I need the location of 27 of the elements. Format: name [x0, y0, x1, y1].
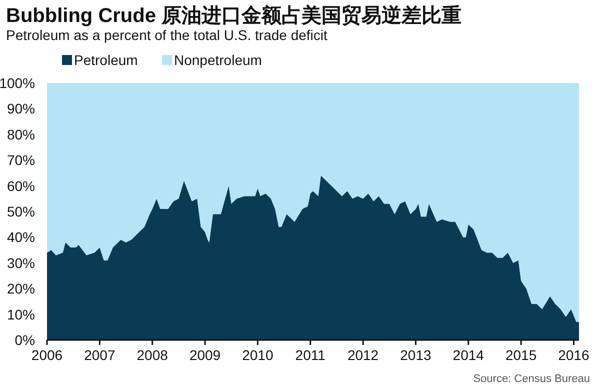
- y-tick-label: 40%: [6, 229, 35, 246]
- y-tick-label: 50%: [6, 204, 35, 220]
- x-tick-label: 2013: [400, 347, 432, 363]
- y-tick-label: 90%: [6, 100, 35, 117]
- source-note: Source: Census Bureau: [473, 373, 590, 385]
- x-tick-label: 2011: [295, 347, 326, 363]
- x-tick-label: 2008: [136, 347, 168, 363]
- x-tick-label: 2010: [242, 347, 274, 363]
- x-tick-label: 2006: [31, 347, 63, 363]
- legend-label: Nonpetroleum: [174, 52, 262, 68]
- y-tick-label: 20%: [6, 280, 35, 297]
- y-tick-label: 70%: [6, 152, 35, 168]
- chart-subtitle: Petroleum as a percent of the total U.S. trade deficit: [6, 27, 328, 43]
- x-tick-label: 2015: [505, 347, 537, 363]
- x-tick-label: 2014: [452, 347, 484, 363]
- chart-title: Bubbling Crude 原油进口金额占美国贸易逆差比重: [6, 4, 462, 27]
- y-tick-label: 0%: [14, 332, 35, 348]
- legend-label: Petroleum: [74, 52, 138, 68]
- x-tick-label: 2016: [558, 347, 590, 363]
- x-tick-label: 2009: [189, 347, 221, 363]
- y-tick-label: 10%: [6, 306, 35, 322]
- y-tick-label: 30%: [6, 254, 35, 271]
- y-tick-label: 80%: [6, 126, 35, 142]
- x-tick-label: 2012: [347, 347, 379, 363]
- x-tick-label: 2007: [84, 347, 116, 363]
- y-tick-label: 100%: [0, 75, 35, 91]
- y-tick-label: 60%: [6, 178, 35, 194]
